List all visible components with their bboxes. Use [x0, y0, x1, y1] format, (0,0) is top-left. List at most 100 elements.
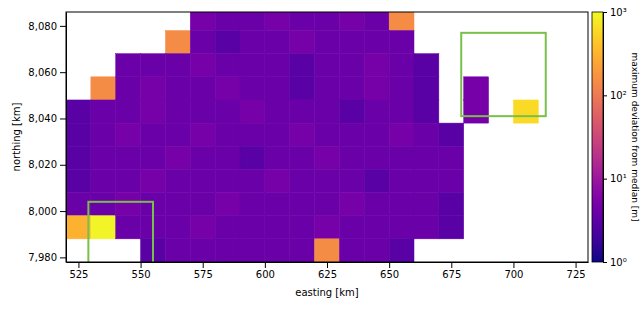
heat-cell: [141, 146, 166, 169]
x-tick-mark: [389, 262, 390, 268]
heat-cell: [315, 77, 340, 100]
heat-cell: [339, 77, 364, 100]
heat-cell: [240, 169, 265, 192]
colorbar-axis: 10⁰10¹10²10³: [603, 7, 627, 268]
x-tick-mark: [451, 262, 452, 268]
heat-cell: [215, 146, 240, 169]
highlight-box: [88, 202, 153, 262]
heat-cell: [389, 31, 414, 54]
heat-cell: [339, 216, 364, 239]
colorbar-axis-line: [604, 13, 608, 263]
heat-cell: [215, 12, 240, 31]
heat-cell: [339, 12, 364, 31]
y-tick-mark: [60, 72, 66, 73]
heat-cell: [91, 193, 116, 216]
x-tick-label: 625: [318, 269, 337, 280]
x-tick-label: 525: [69, 269, 88, 280]
heat-cell: [116, 146, 141, 169]
heat-cell: [339, 123, 364, 146]
heat-cell: [240, 193, 265, 216]
x-tick-label: 700: [504, 269, 523, 280]
heat-cell: [190, 31, 215, 54]
x-tick: 575: [194, 262, 213, 280]
heat-cell: [190, 100, 215, 123]
heat-cell: [389, 100, 414, 123]
heat-cell: [190, 169, 215, 192]
heat-cell: [290, 239, 315, 262]
heat-cell: [91, 100, 116, 123]
heat-cell: [315, 100, 340, 123]
heat-cell: [240, 77, 265, 100]
heat-cell: [165, 146, 190, 169]
colorbar-tick: 10³: [603, 7, 627, 18]
heat-cell: [290, 77, 315, 100]
heat-cell: [66, 100, 91, 123]
heat-cell: [339, 169, 364, 192]
heat-cell: [389, 123, 414, 146]
heat-cell: [66, 169, 91, 192]
y-tick-label: 7,980: [28, 252, 57, 263]
heat-cell: [389, 12, 414, 31]
heat-cell: [240, 54, 265, 77]
heat-cell: [91, 146, 116, 169]
y-tick-mark: [60, 211, 66, 212]
colorbar-tick-label: 10¹: [610, 173, 627, 184]
x-tick-mark: [78, 262, 79, 268]
colorbar: [592, 12, 603, 262]
heat-cell: [165, 169, 190, 192]
heat-cell: [265, 193, 290, 216]
heat-cell: [364, 123, 389, 146]
heat-cell: [165, 100, 190, 123]
heat-cell: [190, 12, 215, 31]
x-tick-mark: [513, 262, 514, 268]
heat-cell: [339, 31, 364, 54]
heat-cell: [190, 146, 215, 169]
heat-cell: [439, 169, 464, 192]
heat-cell: [364, 12, 389, 31]
heat-cell: [315, 239, 340, 262]
heat-cell: [464, 100, 489, 123]
y-tick-label: 8,000: [28, 206, 57, 217]
heat-cell: [439, 193, 464, 216]
heat-cell: [364, 169, 389, 192]
heat-cell: [265, 239, 290, 262]
heat-cell: [240, 146, 265, 169]
heat-cell: [414, 77, 439, 100]
heat-cell: [66, 123, 91, 146]
heat-cell: [439, 216, 464, 239]
y-axis: 7,9808,0008,0208,0408,0608,080: [28, 13, 66, 264]
x-tick: 725: [567, 262, 586, 280]
x-tick: 550: [132, 262, 151, 280]
heat-cell: [165, 193, 190, 216]
heat-cell: [339, 193, 364, 216]
heat-cell: [240, 100, 265, 123]
heat-cell: [290, 31, 315, 54]
heat-cell: [339, 54, 364, 77]
heat-cell: [265, 146, 290, 169]
heat-cell: [165, 123, 190, 146]
heat-cell: [339, 100, 364, 123]
heat-cell: [215, 100, 240, 123]
heat-cell: [339, 146, 364, 169]
heat-cell: [165, 216, 190, 239]
heat-cell: [265, 169, 290, 192]
heat-cell: [315, 31, 340, 54]
heat-cell: [116, 54, 141, 77]
colorbar-tick: 10¹: [603, 173, 627, 184]
colorbar-tick: 10²: [603, 90, 627, 101]
x-tick-label: 675: [442, 269, 461, 280]
heat-cell: [215, 239, 240, 262]
heat-cell: [389, 146, 414, 169]
heat-cell: [290, 193, 315, 216]
heat-cell: [215, 77, 240, 100]
x-axis-title: easting [km]: [295, 287, 358, 298]
heat-cell: [339, 239, 364, 262]
heat-cell: [190, 123, 215, 146]
heat-cell: [290, 169, 315, 192]
heat-cell: [290, 12, 315, 31]
heat-cell: [116, 193, 141, 216]
x-tick: 675: [442, 262, 461, 280]
heat-cell: [414, 100, 439, 123]
heat-cell: [91, 123, 116, 146]
y-tick: 8,080: [28, 21, 66, 32]
